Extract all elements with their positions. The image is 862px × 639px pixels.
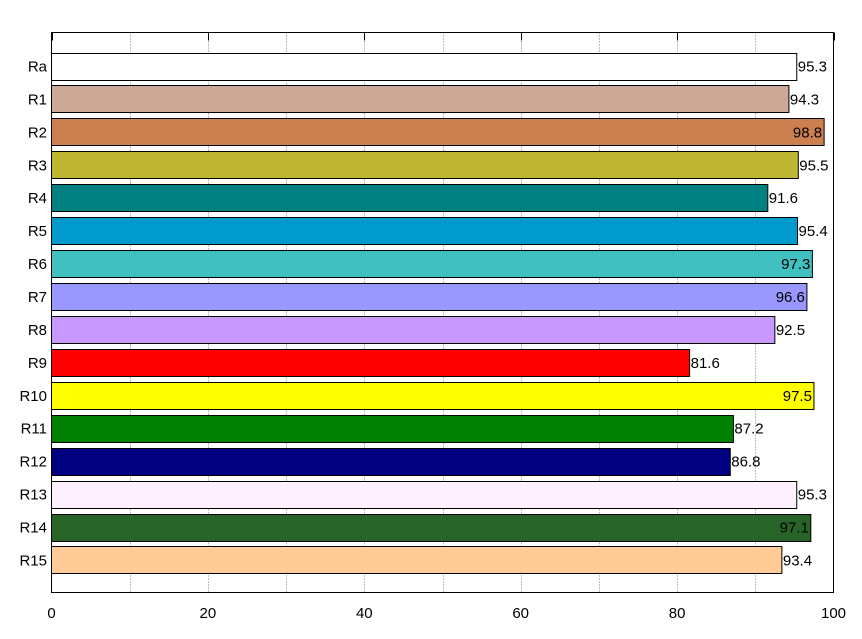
data-label: 97.1 (780, 520, 809, 537)
category-labels: Ra R1 R2 R3 R4 R5 R6 R7 R8 R9 R10 R11 R12 R13 R14 R15 (19, 59, 47, 570)
bar-r13 (51, 481, 798, 509)
plot-frame (51, 32, 834, 593)
bar-r12 (51, 448, 731, 476)
data-label: 95.5 (799, 157, 828, 174)
data-label: 95.3 (798, 487, 827, 504)
category-label: R4 (28, 190, 47, 207)
x-axis-ticks: 0 20 40 60 80 100 (47, 32, 846, 622)
data-labels: 95.3 94.3 98.8 95.591.695.4 97.3 96.6 92.5 81.6… (691, 59, 829, 570)
x-tick-label: 40 (356, 605, 373, 622)
category-label: R7 (28, 289, 47, 306)
data-label: 95.4 (799, 223, 828, 240)
category-label: R9 (28, 355, 47, 372)
x-tick-label: 0 (47, 605, 55, 622)
category-label: R14 (19, 520, 47, 537)
category-label: R1 (28, 91, 47, 108)
x-tick-label: 60 (512, 605, 529, 622)
data-label: 97.5 (783, 388, 812, 405)
bars (51, 53, 825, 574)
bar-r5 (51, 217, 799, 245)
bar-r7 (51, 283, 808, 311)
category-label: R15 (19, 552, 47, 569)
bar-r14 (51, 514, 812, 542)
category-label: R3 (28, 157, 47, 174)
bar-r6 (51, 250, 813, 278)
bar-r4 (51, 184, 769, 212)
data-label: 94.3 (790, 91, 819, 108)
data-label: 93.4 (783, 552, 812, 569)
bar-r10 (51, 382, 815, 410)
category-label: R11 (21, 421, 47, 438)
category-label: R12 (19, 454, 47, 471)
bar-r11 (51, 415, 734, 443)
bar-ra (51, 53, 798, 81)
bar-r2 (51, 118, 825, 146)
x-tick-label: 20 (200, 605, 217, 622)
category-label: Ra (28, 59, 48, 76)
bar-r8 (51, 316, 776, 344)
data-label: 91.6 (769, 190, 798, 207)
bar-r15 (51, 546, 783, 574)
category-label: R2 (28, 124, 47, 141)
data-label: 96.6 (776, 289, 805, 306)
data-label: 92.5 (776, 322, 805, 339)
x-tick-label: 80 (669, 605, 686, 622)
bar-r1 (51, 85, 790, 113)
bar-r9 (51, 349, 691, 377)
x-tick-label: 100 (821, 605, 846, 622)
data-label: 87.2 (734, 421, 763, 438)
category-label: R5 (28, 223, 47, 240)
data-label: 98.8 (793, 124, 822, 141)
category-label: R8 (28, 322, 47, 339)
data-label: 81.6 (691, 355, 720, 372)
bar-r3 (51, 151, 799, 179)
data-label: 86.8 (731, 454, 760, 471)
category-label: R13 (19, 487, 47, 504)
category-label: R10 (19, 388, 47, 405)
data-label: 97.3 (781, 256, 810, 273)
category-label: R6 (28, 256, 47, 273)
data-label: 95.3 (798, 59, 827, 76)
